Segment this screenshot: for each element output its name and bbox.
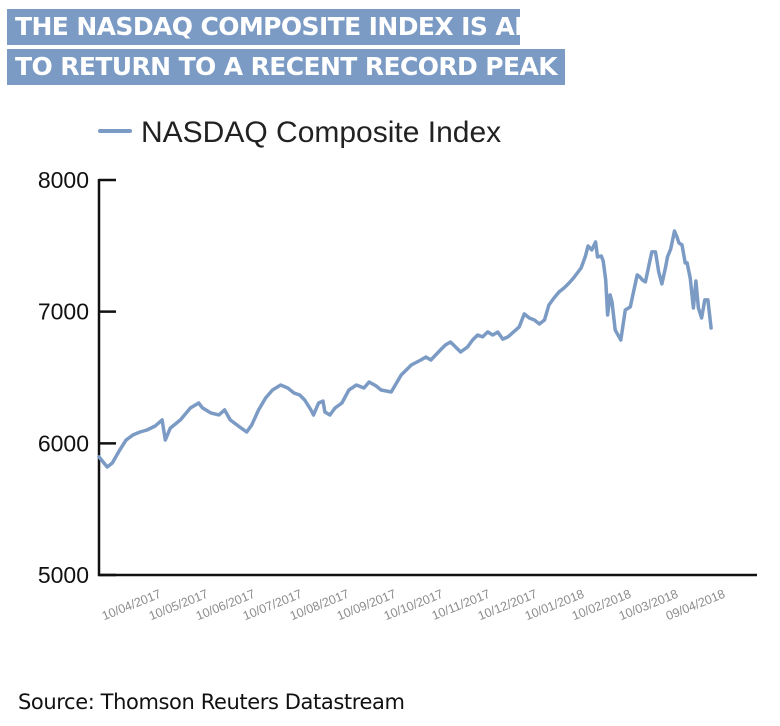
source-note: Source: Thomson Reuters Datastream <box>18 690 405 714</box>
legend-label: NASDAQ Composite Index <box>141 116 501 149</box>
legend: NASDAQ Composite Index <box>98 116 501 149</box>
y-tick-label: 5000 <box>38 562 89 588</box>
y-tick-label: 7000 <box>38 299 89 325</box>
x-tick-labels: 10/04/201710/05/201710/06/201710/07/2017… <box>100 587 727 623</box>
title-line-2: TO RETURN TO A RECENT RECORD PEAK <box>7 49 566 85</box>
series-line-nasdaq <box>97 229 713 469</box>
line-chart: NASDAQ Composite Index 5000600070008000 … <box>38 116 757 623</box>
y-axis: 5000 6000 7000 8000 <box>38 167 116 588</box>
y-tick-label: 6000 <box>38 430 89 456</box>
y-tick-label: 8000 <box>38 167 89 193</box>
